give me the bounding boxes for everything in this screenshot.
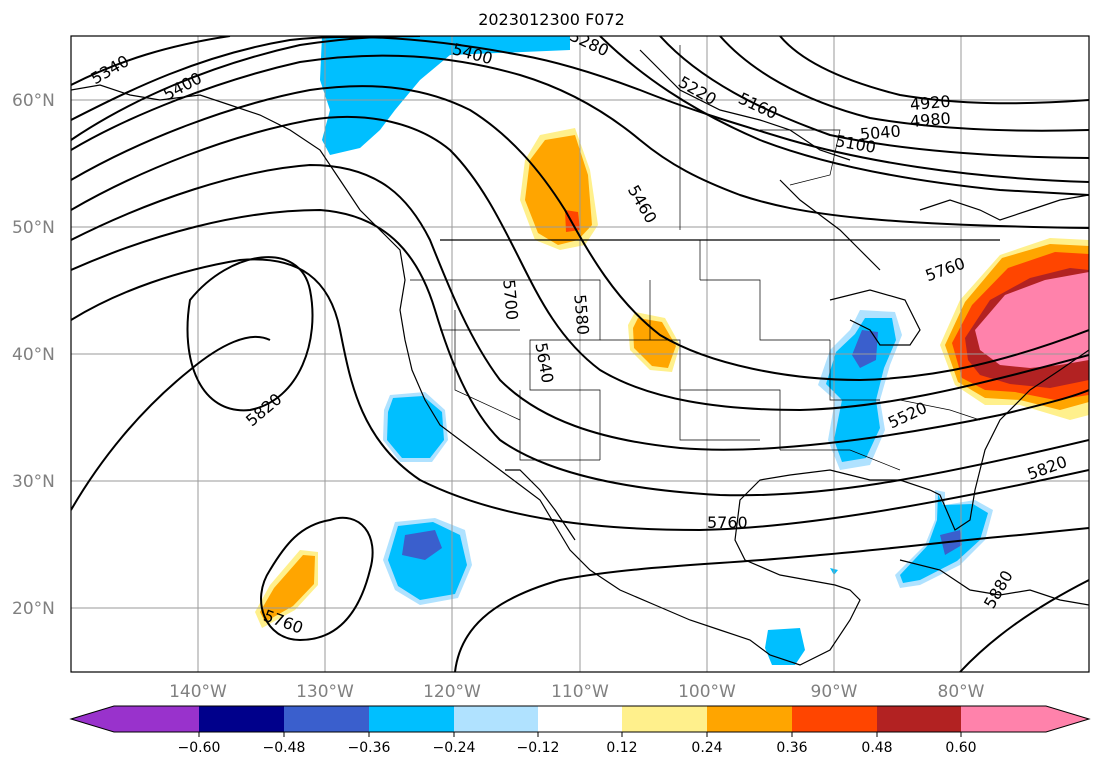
colorbar-tick-label: −0.24: [433, 740, 476, 756]
contour-label: 5040: [859, 121, 901, 143]
lon-label: 120°W: [423, 682, 481, 702]
colorbar-extend-min: [71, 706, 114, 732]
colorbar: −0.60 −0.48 −0.36 −0.24 −0.12 0.12 0.24 …: [69, 705, 1091, 756]
state-borders: [410, 45, 981, 471]
colorbar-tick-label: −0.36: [348, 740, 391, 756]
contour-label: 5760: [707, 513, 748, 532]
lon-label: 140°W: [169, 682, 227, 702]
lon-label: 110°W: [551, 682, 609, 702]
figure-title: 2023012300 F072: [478, 10, 625, 29]
lon-label: 90°W: [811, 682, 858, 702]
contour-label: 5700: [499, 279, 521, 321]
colorbar-tick-label: 0.36: [776, 740, 807, 756]
latitude-labels: 60°N 50°N 40°N 30°N 20°N: [12, 91, 55, 619]
colorbar-tick-label: −0.60: [178, 740, 221, 756]
longitude-labels: 140°W 130°W 120°W 110°W 100°W 90°W 80°W: [169, 682, 985, 702]
colorbar-tick-label: −0.12: [517, 740, 560, 756]
lat-label: 20°N: [12, 599, 55, 619]
height-contours: [71, 36, 1089, 672]
lon-label: 130°W: [296, 682, 354, 702]
lat-label: 60°N: [12, 91, 55, 111]
contour-label: 5580: [570, 294, 592, 336]
map-frame: [70, 35, 1090, 673]
colorbar-tick-label: 0.48: [861, 740, 892, 756]
contour-label: 4980: [909, 109, 951, 131]
contour-label: 4920: [909, 92, 951, 114]
lat-label: 30°N: [12, 472, 55, 492]
lon-label: 100°W: [678, 682, 736, 702]
colorbar-tick-label: 0.24: [691, 740, 722, 756]
anomaly-neg-region: [320, 36, 570, 155]
colorbar-tick-label: −0.48: [263, 740, 306, 756]
lon-label: 80°W: [938, 682, 985, 702]
lat-label: 40°N: [12, 345, 55, 365]
lat-label: 50°N: [12, 218, 55, 238]
colorbar-tick-label: 0.12: [606, 740, 637, 756]
colorbar-tick-label: 0.60: [945, 740, 976, 756]
colorbar-extend-max: [1046, 706, 1089, 732]
